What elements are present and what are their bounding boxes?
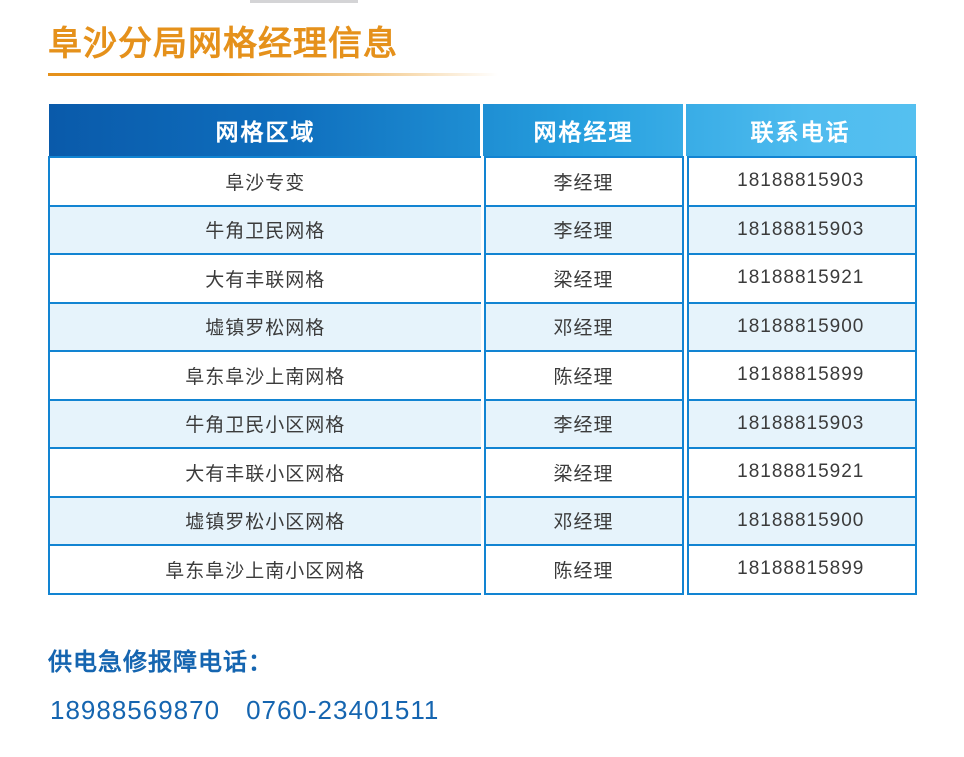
cell-region: 大有丰联小区网格 — [48, 447, 482, 497]
column-header-manager: 网格经理 — [480, 104, 685, 157]
cell-manager: 李经理 — [480, 398, 685, 448]
table-header-row: 网格区域 网格经理 联系电话 — [49, 104, 916, 157]
cell-phone: 18188815903 — [683, 156, 917, 206]
cell-phone: 18188815899 — [683, 544, 917, 595]
grid-manager-table: 网格区域 网格经理 联系电话 阜沙专变 李经理 18188815903 牛角卫民网格李… — [48, 104, 917, 595]
cell-manager: 李经理 — [480, 204, 685, 254]
cell-region: 阜东阜沙上南网格 — [48, 350, 482, 400]
cell-phone: 18188815899 — [683, 350, 917, 400]
title-underline-rule — [48, 73, 498, 76]
top-edge-strip — [250, 0, 358, 3]
table-row: 墟镇罗松网格 邓经理 18188815900 — [48, 301, 917, 351]
hotline-label: 供电急修报障电话： — [48, 649, 273, 676]
hotline-landline-number: 0760-23401511 — [246, 695, 440, 725]
cell-region: 牛角卫民网格 — [48, 204, 482, 254]
table-row: 阜东阜沙上南网格 陈经理 18188815899 — [48, 350, 917, 400]
table-row: 墟镇罗松小区网格 邓经理 18188815900 — [48, 495, 917, 545]
column-header-region: 网格区域 — [215, 119, 316, 145]
table-row: 阜沙专变 李经理 18188815903 — [48, 156, 917, 206]
cell-manager: 邓经理 — [480, 301, 685, 351]
cell-manager: 梁经理 — [480, 253, 685, 303]
hotline-numbers: 18988569870 0760-23401511 — [50, 695, 439, 726]
hotline-mobile-number: 18988569870 — [50, 695, 221, 725]
cell-manager: 梁经理 — [480, 447, 685, 497]
cell-region: 牛角卫民小区网格 — [48, 398, 482, 448]
cell-region: 阜沙专变 — [48, 156, 482, 206]
cell-phone: 18188815903 — [683, 398, 917, 448]
cell-region: 墟镇罗松小区网格 — [48, 495, 482, 545]
cell-region: 墟镇罗松网格 — [48, 301, 482, 351]
table-row: 阜东阜沙上南小区网格 陈经理 18188815899 — [48, 544, 917, 595]
cell-manager: 陈经理 — [480, 350, 685, 400]
table-row: 牛角卫民网格 李经理 18188815903 — [48, 204, 917, 254]
page-title: 阜沙分局网格经理信息 — [48, 25, 398, 63]
cell-phone: 18188815900 — [683, 495, 917, 545]
table-row: 大有丰联小区网格 梁经理 18188815921 — [48, 447, 917, 497]
column-header-phone: 联系电话 — [683, 104, 916, 157]
cell-manager: 邓经理 — [480, 495, 685, 545]
table-body: 阜沙专变 李经理 18188815903 牛角卫民网格 李经理 18188815903 大有… — [48, 156, 917, 595]
cell-phone: 18188815921 — [683, 253, 917, 303]
cell-phone: 18188815900 — [683, 301, 917, 351]
cell-region: 大有丰联网格 — [48, 253, 482, 303]
cell-phone: 18188815903 — [683, 204, 917, 254]
cell-region: 阜东阜沙上南小区网格 — [48, 544, 482, 595]
cell-manager: 陈经理 — [480, 544, 685, 595]
table-row: 大有丰联网格 梁经理 18188815921 — [48, 253, 917, 303]
table-row: 牛角卫民小区网格 李经理 18188815903 — [48, 398, 917, 448]
cell-phone: 18188815921 — [683, 447, 917, 497]
cell-manager: 李经理 — [480, 156, 685, 206]
table-header: 网格区域 网格经理 联系电话 — [49, 104, 916, 157]
